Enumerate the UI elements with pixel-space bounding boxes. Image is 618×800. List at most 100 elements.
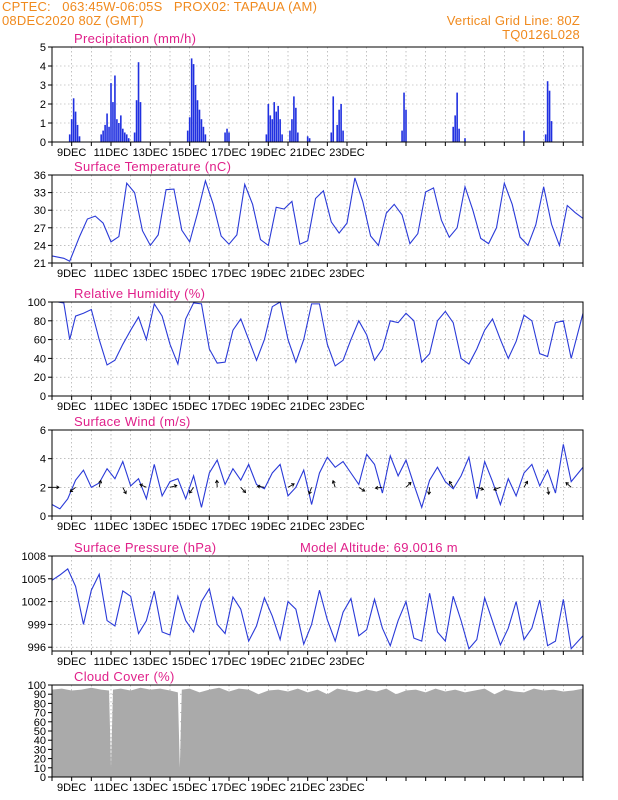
precip-bar xyxy=(198,109,201,142)
series-line xyxy=(51,444,584,510)
y-tick-label: 1002 xyxy=(22,597,46,609)
precip-bar xyxy=(464,138,466,142)
x-tick-label: 19DEC xyxy=(251,268,287,280)
y-tick-label: 6 xyxy=(40,425,46,437)
precip-bar xyxy=(454,115,456,142)
precip-bar xyxy=(100,134,102,142)
wind-arrow xyxy=(405,482,412,488)
y-tick-label: 20 xyxy=(34,372,46,384)
panel-subtitle: Model Altitude: 69.0016 m xyxy=(300,540,458,555)
x-tick-label: 17DEC xyxy=(211,521,247,533)
series-line xyxy=(51,177,584,262)
x-tick-label: 15DEC xyxy=(172,656,208,668)
x-tick-label: 21DEC xyxy=(290,782,326,794)
precip-bar xyxy=(523,130,525,142)
wind-arrow xyxy=(122,487,127,494)
wind-arrow xyxy=(139,484,147,488)
y-tick-label: 60 xyxy=(34,717,46,729)
y-tick-label: 90 xyxy=(34,689,46,701)
y-tick-label: 100 xyxy=(28,680,46,692)
precip-bar xyxy=(405,109,407,142)
x-tick-label: 13DEC xyxy=(133,521,169,533)
y-tick-label: 70 xyxy=(34,708,46,720)
wind-arrow xyxy=(308,487,313,495)
panel-frame xyxy=(51,46,584,143)
precip-bar xyxy=(308,138,311,142)
precip-bar xyxy=(456,92,458,142)
precip-bar xyxy=(340,104,342,142)
header-location: CPTEC: 063:45W-06:05S PROX02: TAPAUA (AM… xyxy=(2,0,318,14)
x-tick-label: 17DEC xyxy=(211,656,247,668)
precip-bar xyxy=(332,96,335,142)
x-tick-label: 15DEC xyxy=(172,268,208,280)
precip-bar xyxy=(269,115,272,142)
y-tick-label: 80 xyxy=(34,316,46,328)
y-tick-label: 20 xyxy=(34,754,46,766)
precip-bar xyxy=(123,132,126,142)
precip-bar xyxy=(342,130,344,142)
wind-arrow-head xyxy=(480,486,485,491)
precip-bar xyxy=(403,92,405,142)
x-tick-label: 11DEC xyxy=(94,656,129,668)
precip-bar xyxy=(330,132,333,142)
wind-arrow xyxy=(189,487,194,494)
x-tick-label: 19DEC xyxy=(251,656,287,668)
y-tick-label: 36 xyxy=(34,170,46,182)
y-tick-label: 50 xyxy=(34,726,46,738)
precip-bar xyxy=(135,100,138,142)
precip-bar xyxy=(70,119,73,142)
y-tick-label: 33 xyxy=(34,188,46,200)
y-tick-label: 1 xyxy=(40,118,46,130)
precip-bar xyxy=(271,119,274,142)
header-grid-note: Vertical Grid Line: 80Z xyxy=(446,13,580,28)
x-tick-label: 9DEC xyxy=(57,147,86,159)
precip-bar xyxy=(78,136,81,142)
y-tick-label: 30 xyxy=(34,205,46,217)
y-tick-label: 1005 xyxy=(22,574,46,586)
panel-0: 0 1 2 3 4 5 9DEC 11DEC 13DEC 15DEC 17DEC 19DEC 21DEC… xyxy=(40,31,584,159)
precip-bar xyxy=(228,132,230,142)
cloud-cover-area xyxy=(52,687,583,777)
precip-bar xyxy=(458,128,460,142)
precip-bar xyxy=(139,102,142,142)
x-tick-label: 15DEC xyxy=(172,401,208,413)
panel-title: Surface Temperature (nC) xyxy=(74,159,231,174)
precip-bar xyxy=(104,124,106,142)
wind-arrow-head xyxy=(493,487,497,491)
y-tick-label: 80 xyxy=(34,698,46,710)
precip-bar xyxy=(279,119,281,142)
x-tick-label: 9DEC xyxy=(57,782,86,794)
y-tick-label: 0 xyxy=(40,772,46,784)
precip-bar xyxy=(122,128,124,142)
precip-bar xyxy=(127,138,130,142)
y-tick-label: 4 xyxy=(40,454,46,466)
wind-arrow-head xyxy=(427,491,432,496)
y-tick-label: 5 xyxy=(40,42,46,54)
wind-arrow-head xyxy=(308,490,312,495)
panel-title: Surface Wind (m/s) xyxy=(74,414,191,429)
precip-bar xyxy=(336,124,338,142)
y-tick-label: 0 xyxy=(40,511,46,523)
wind-arrow-head xyxy=(98,479,103,484)
x-tick-label: 15DEC xyxy=(172,782,208,794)
y-tick-label: 1008 xyxy=(22,551,46,563)
precip-bar xyxy=(118,123,120,142)
precip-bar xyxy=(192,64,195,142)
x-tick-label: 11DEC xyxy=(94,268,129,280)
precip-bar xyxy=(273,102,276,142)
precip-bar xyxy=(544,134,547,142)
wind-arrow xyxy=(332,480,336,488)
x-tick-label: 19DEC xyxy=(251,147,287,159)
wind-arrow-head xyxy=(242,489,247,494)
precip-bar xyxy=(106,113,108,142)
x-tick-label: 17DEC xyxy=(211,147,247,159)
y-tick-label: 40 xyxy=(34,735,46,747)
x-tick-label: 9DEC xyxy=(57,521,86,533)
precip-bar xyxy=(74,111,77,142)
series-line xyxy=(52,301,584,367)
precip-bar xyxy=(116,119,118,142)
precip-bar xyxy=(112,102,114,142)
precip-bar xyxy=(277,105,279,142)
panel-frame xyxy=(51,555,584,652)
